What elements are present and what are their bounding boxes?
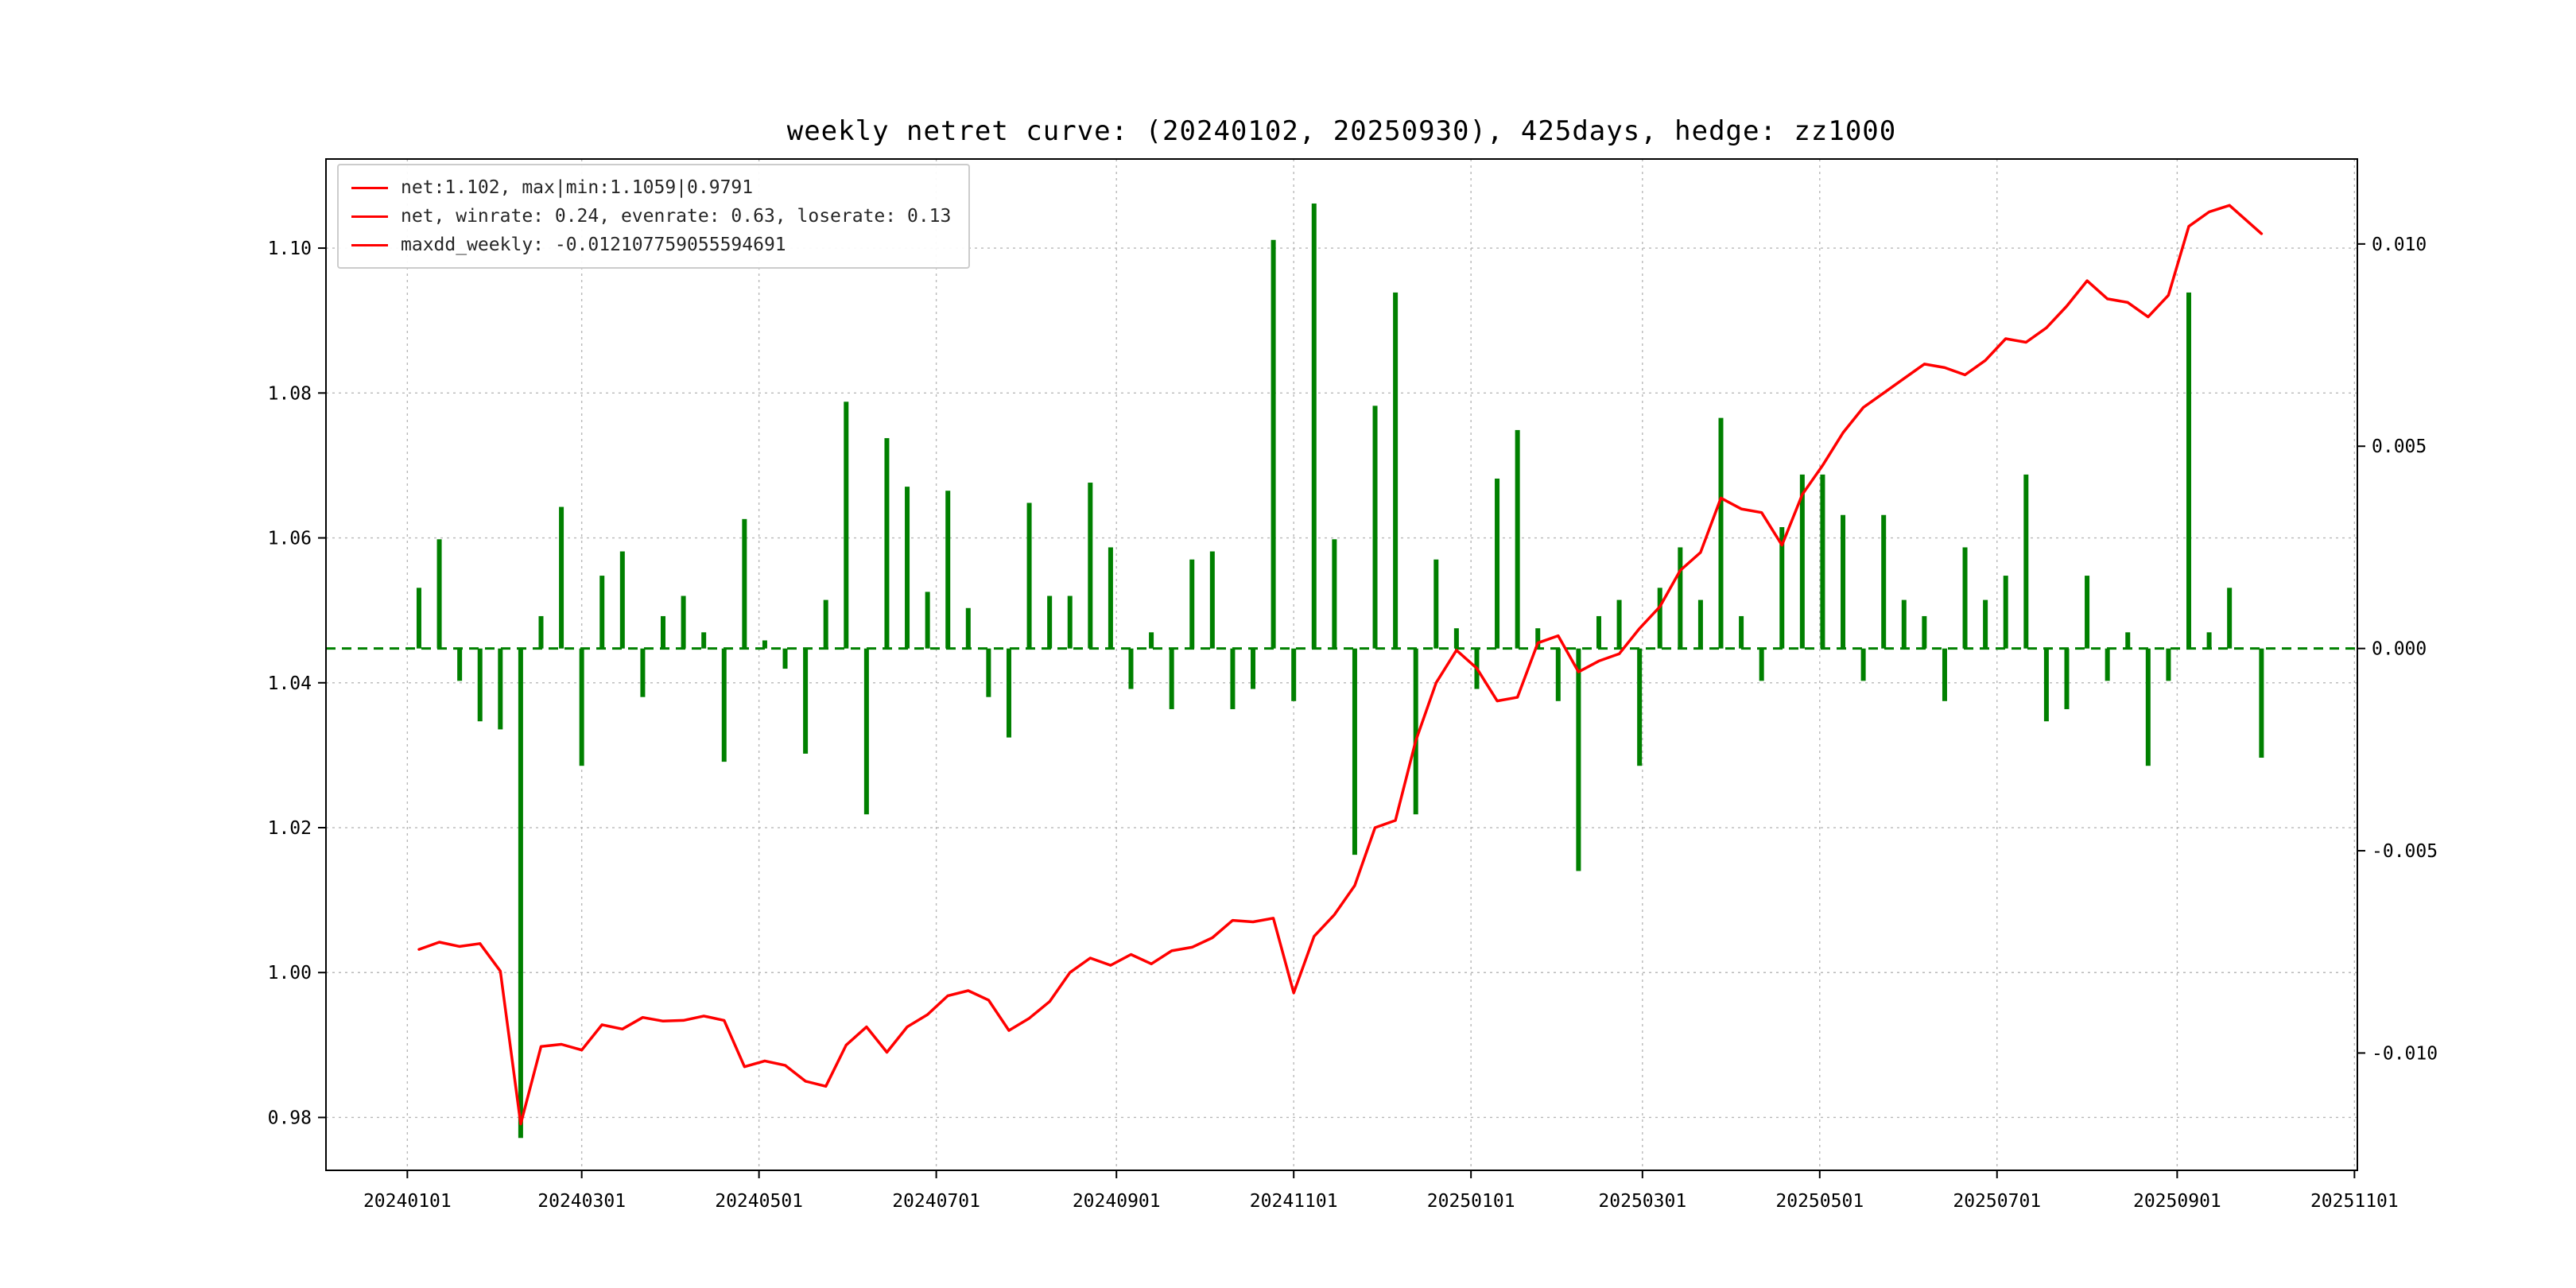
- legend-label-maxdd: maxdd_weekly: -0.012107759055594691: [401, 235, 786, 255]
- svg-text:-0.010: -0.010: [2372, 1043, 2438, 1064]
- svg-text:20250101: 20250101: [1427, 1191, 1515, 1212]
- svg-text:20250901: 20250901: [2133, 1191, 2221, 1212]
- legend-row-net: net:1.102, max|min:1.1059|0.9791: [351, 173, 951, 202]
- svg-text:1.04: 1.04: [268, 673, 312, 694]
- legend: net:1.102, max|min:1.1059|0.9791 net, wi…: [337, 164, 971, 269]
- svg-text:20240101: 20240101: [363, 1191, 452, 1212]
- net-curve-line: [417, 204, 2264, 1126]
- svg-text:-0.005: -0.005: [2372, 841, 2438, 862]
- y-right-tick-labels: -0.010 -0.005 0.000 0.005 0.010: [2357, 235, 2438, 1064]
- svg-text:20240501: 20240501: [715, 1191, 803, 1212]
- winrate-line-marker-icon: [351, 215, 388, 218]
- svg-text:20240901: 20240901: [1073, 1191, 1161, 1212]
- svg-text:1.02: 1.02: [268, 818, 312, 839]
- net-line-marker-icon: [351, 186, 388, 189]
- svg-text:1.08: 1.08: [268, 383, 312, 404]
- svg-text:0.000: 0.000: [2372, 639, 2427, 660]
- svg-text:20240701: 20240701: [892, 1191, 980, 1212]
- svg-text:20241101: 20241101: [1250, 1191, 1338, 1212]
- svg-text:0.98: 0.98: [268, 1108, 312, 1128]
- plot-border: [325, 158, 2358, 1171]
- x-axis-tick-labels: 20240101 20240301 20240501 20240701 20240901…: [363, 1170, 2399, 1212]
- svg-text:20251101: 20251101: [2310, 1191, 2399, 1212]
- legend-label-net: net:1.102, max|min:1.1059|0.9791: [401, 177, 754, 198]
- svg-text:1.10: 1.10: [268, 239, 312, 259]
- svg-text:20250701: 20250701: [1953, 1191, 2041, 1212]
- legend-row-maxdd: maxdd_weekly: -0.012107759055594691: [351, 231, 951, 259]
- svg-text:0.005: 0.005: [2372, 436, 2427, 457]
- maxdd-line-marker-icon: [351, 243, 388, 246]
- y-left-tick-labels: 0.98 1.00 1.02 1.04 1.06 1.08 1.10: [268, 239, 326, 1128]
- legend-row-winrate: net, winrate: 0.24, evenrate: 0.63, lose…: [351, 202, 951, 231]
- svg-text:0.010: 0.010: [2372, 235, 2427, 255]
- svg-text:20250501: 20250501: [1775, 1191, 1864, 1212]
- chart-title: weekly netret curve: (20240102, 20250930…: [786, 115, 1897, 147]
- svg-text:20250301: 20250301: [1598, 1191, 1686, 1212]
- legend-label-winrate: net, winrate: 0.24, evenrate: 0.63, lose…: [401, 206, 952, 227]
- svg-text:20240301: 20240301: [537, 1191, 626, 1212]
- weekly-return-bars: [416, 203, 2264, 1139]
- svg-text:1.06: 1.06: [268, 529, 312, 549]
- svg-text:1.00: 1.00: [268, 963, 312, 983]
- plot-background: [326, 159, 2357, 1170]
